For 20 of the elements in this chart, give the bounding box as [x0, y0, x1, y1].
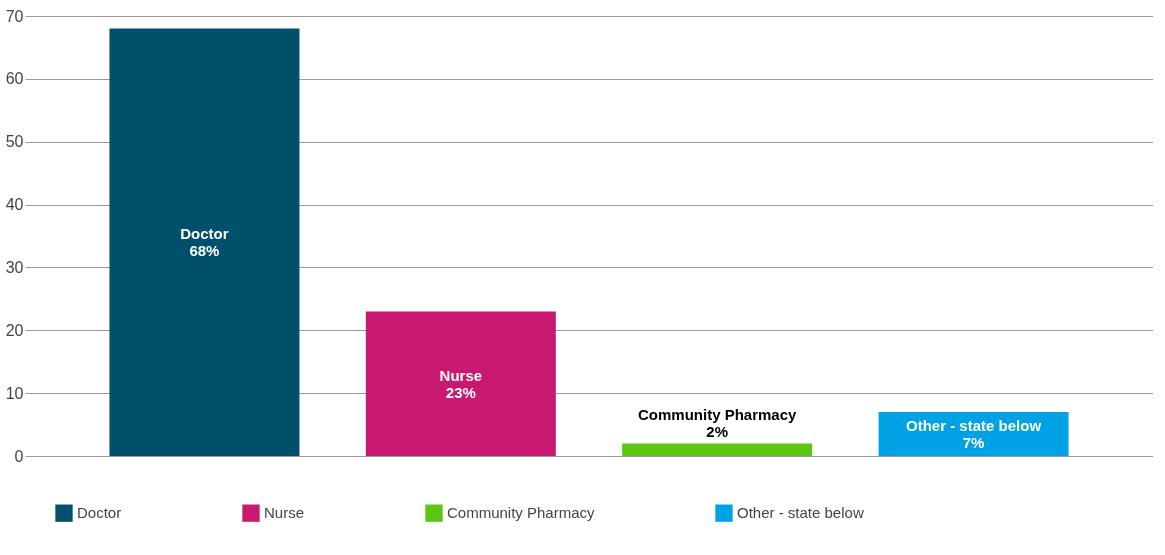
text: Nurse: [439, 366, 483, 384]
y-tick-label: 70: [5, 7, 24, 25]
y-tick-label: 0: [14, 447, 24, 465]
data-label: 2%: [706, 423, 729, 441]
legend-label: Doctor: [77, 504, 122, 522]
y-tick-label: 50: [5, 133, 24, 151]
legend-label: Nurse: [264, 504, 305, 522]
legend-label: Community Pharmacy: [447, 504, 596, 522]
data-label: 68%: [189, 242, 220, 260]
text: Doctor: [180, 225, 229, 243]
text: Other - state below: [906, 417, 1042, 434]
y-tick-label: 20: [5, 321, 24, 339]
legend-label: Other - state below: [737, 504, 864, 522]
data-label: 7%: [962, 434, 985, 451]
y-tick-label: 40: [5, 196, 24, 214]
y-tick-label: 60: [5, 70, 24, 88]
text: Community Pharmacy: [637, 406, 797, 424]
y-tick-label: 30: [5, 258, 24, 276]
data-label: 23%: [445, 383, 476, 401]
y-tick-label: 10: [5, 384, 24, 402]
